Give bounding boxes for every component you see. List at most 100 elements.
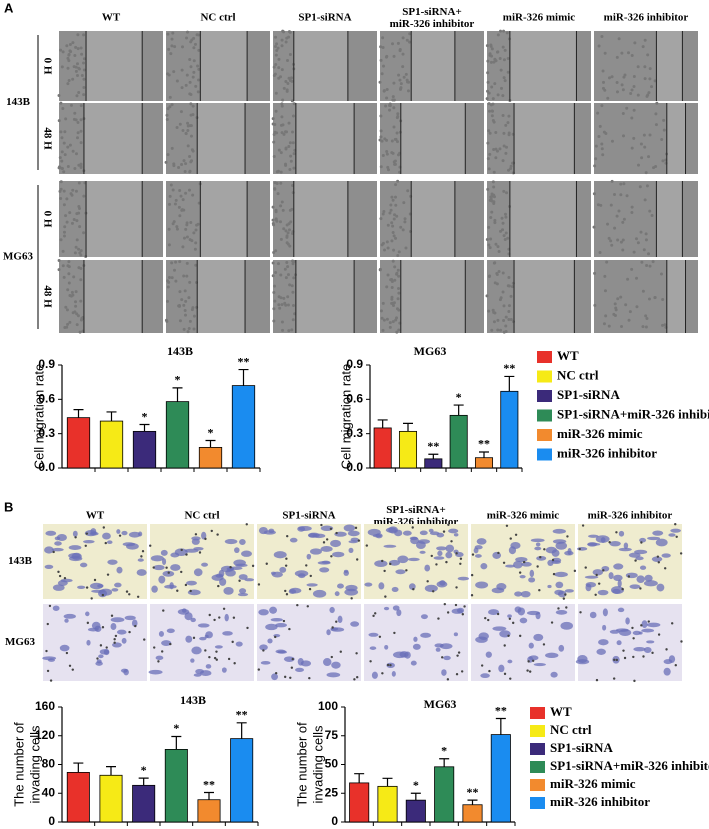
cell <box>647 297 651 301</box>
error-bar <box>138 777 149 786</box>
cell <box>378 268 382 272</box>
legend-label: WT <box>550 704 572 719</box>
cell <box>275 622 288 628</box>
pore <box>369 660 372 663</box>
cell <box>585 581 597 588</box>
significance-label: * <box>141 763 147 777</box>
cell <box>424 584 438 593</box>
bar <box>132 784 156 823</box>
cell <box>330 539 342 548</box>
pore <box>663 567 667 570</box>
cell <box>175 227 179 231</box>
cell <box>381 36 385 40</box>
cell <box>188 57 192 61</box>
cell <box>394 529 403 537</box>
column-header: SP1-siRNA <box>298 12 351 24</box>
cell <box>259 644 268 651</box>
pore <box>632 637 635 640</box>
cell <box>596 648 606 655</box>
cell <box>75 94 79 98</box>
cell <box>616 640 622 646</box>
pore <box>335 620 338 623</box>
cell <box>379 165 383 169</box>
cell <box>604 314 608 318</box>
pore <box>435 563 438 566</box>
cell <box>271 571 283 578</box>
cell <box>410 536 419 545</box>
pore <box>480 664 484 667</box>
cell <box>79 129 83 133</box>
cell <box>504 315 508 319</box>
pore <box>455 673 459 676</box>
cell <box>402 201 406 205</box>
cell <box>277 295 281 299</box>
pore <box>471 553 475 556</box>
cell <box>193 42 197 46</box>
pore <box>231 640 234 644</box>
cell <box>499 328 503 332</box>
pore <box>378 635 382 639</box>
pore <box>257 668 261 671</box>
cell <box>603 274 607 278</box>
legend-swatch <box>537 370 552 383</box>
error-bar <box>106 766 116 776</box>
cell <box>177 608 190 615</box>
cell <box>77 67 81 71</box>
cell <box>75 312 79 316</box>
bar <box>434 766 455 823</box>
cell <box>619 295 623 299</box>
cell <box>609 203 613 207</box>
cell <box>265 623 278 631</box>
cell <box>615 214 619 218</box>
pore <box>322 541 326 544</box>
cell <box>279 273 283 277</box>
pore <box>426 580 429 583</box>
pore <box>335 531 338 535</box>
cell <box>492 320 496 324</box>
cell <box>499 86 503 90</box>
cell <box>439 580 446 586</box>
pore <box>289 676 292 679</box>
cell <box>403 220 407 224</box>
cell <box>393 195 397 199</box>
cell <box>644 238 648 242</box>
cell <box>501 159 505 163</box>
pore <box>374 612 377 615</box>
pore <box>502 561 506 564</box>
cell <box>290 284 294 288</box>
cell <box>644 314 648 318</box>
pore <box>539 556 542 559</box>
cell <box>478 632 489 641</box>
cell <box>77 585 86 589</box>
pore <box>455 586 458 589</box>
cell <box>621 238 625 242</box>
pore <box>674 523 677 526</box>
bar <box>99 774 123 823</box>
legend-label: miR-326 inhibitor <box>550 794 650 809</box>
micrograph <box>471 604 575 681</box>
cell <box>486 141 490 145</box>
pore <box>503 644 506 647</box>
cell <box>552 539 567 544</box>
cell <box>661 323 665 327</box>
pore <box>633 679 636 683</box>
cell <box>492 120 496 124</box>
pore <box>286 534 289 538</box>
cell <box>501 221 505 225</box>
cell <box>576 547 588 551</box>
cell <box>191 193 195 197</box>
cell <box>492 626 507 631</box>
cell <box>188 155 192 159</box>
cell <box>285 130 289 134</box>
cell <box>506 57 510 61</box>
cell <box>383 606 390 611</box>
pore <box>330 555 333 558</box>
pore <box>306 605 309 608</box>
time-label: 48 H <box>41 127 53 150</box>
bar <box>398 430 418 469</box>
panel-label: A <box>4 0 14 15</box>
cell <box>490 85 494 89</box>
cell <box>192 314 196 318</box>
cell <box>78 330 82 334</box>
cell <box>651 556 663 562</box>
